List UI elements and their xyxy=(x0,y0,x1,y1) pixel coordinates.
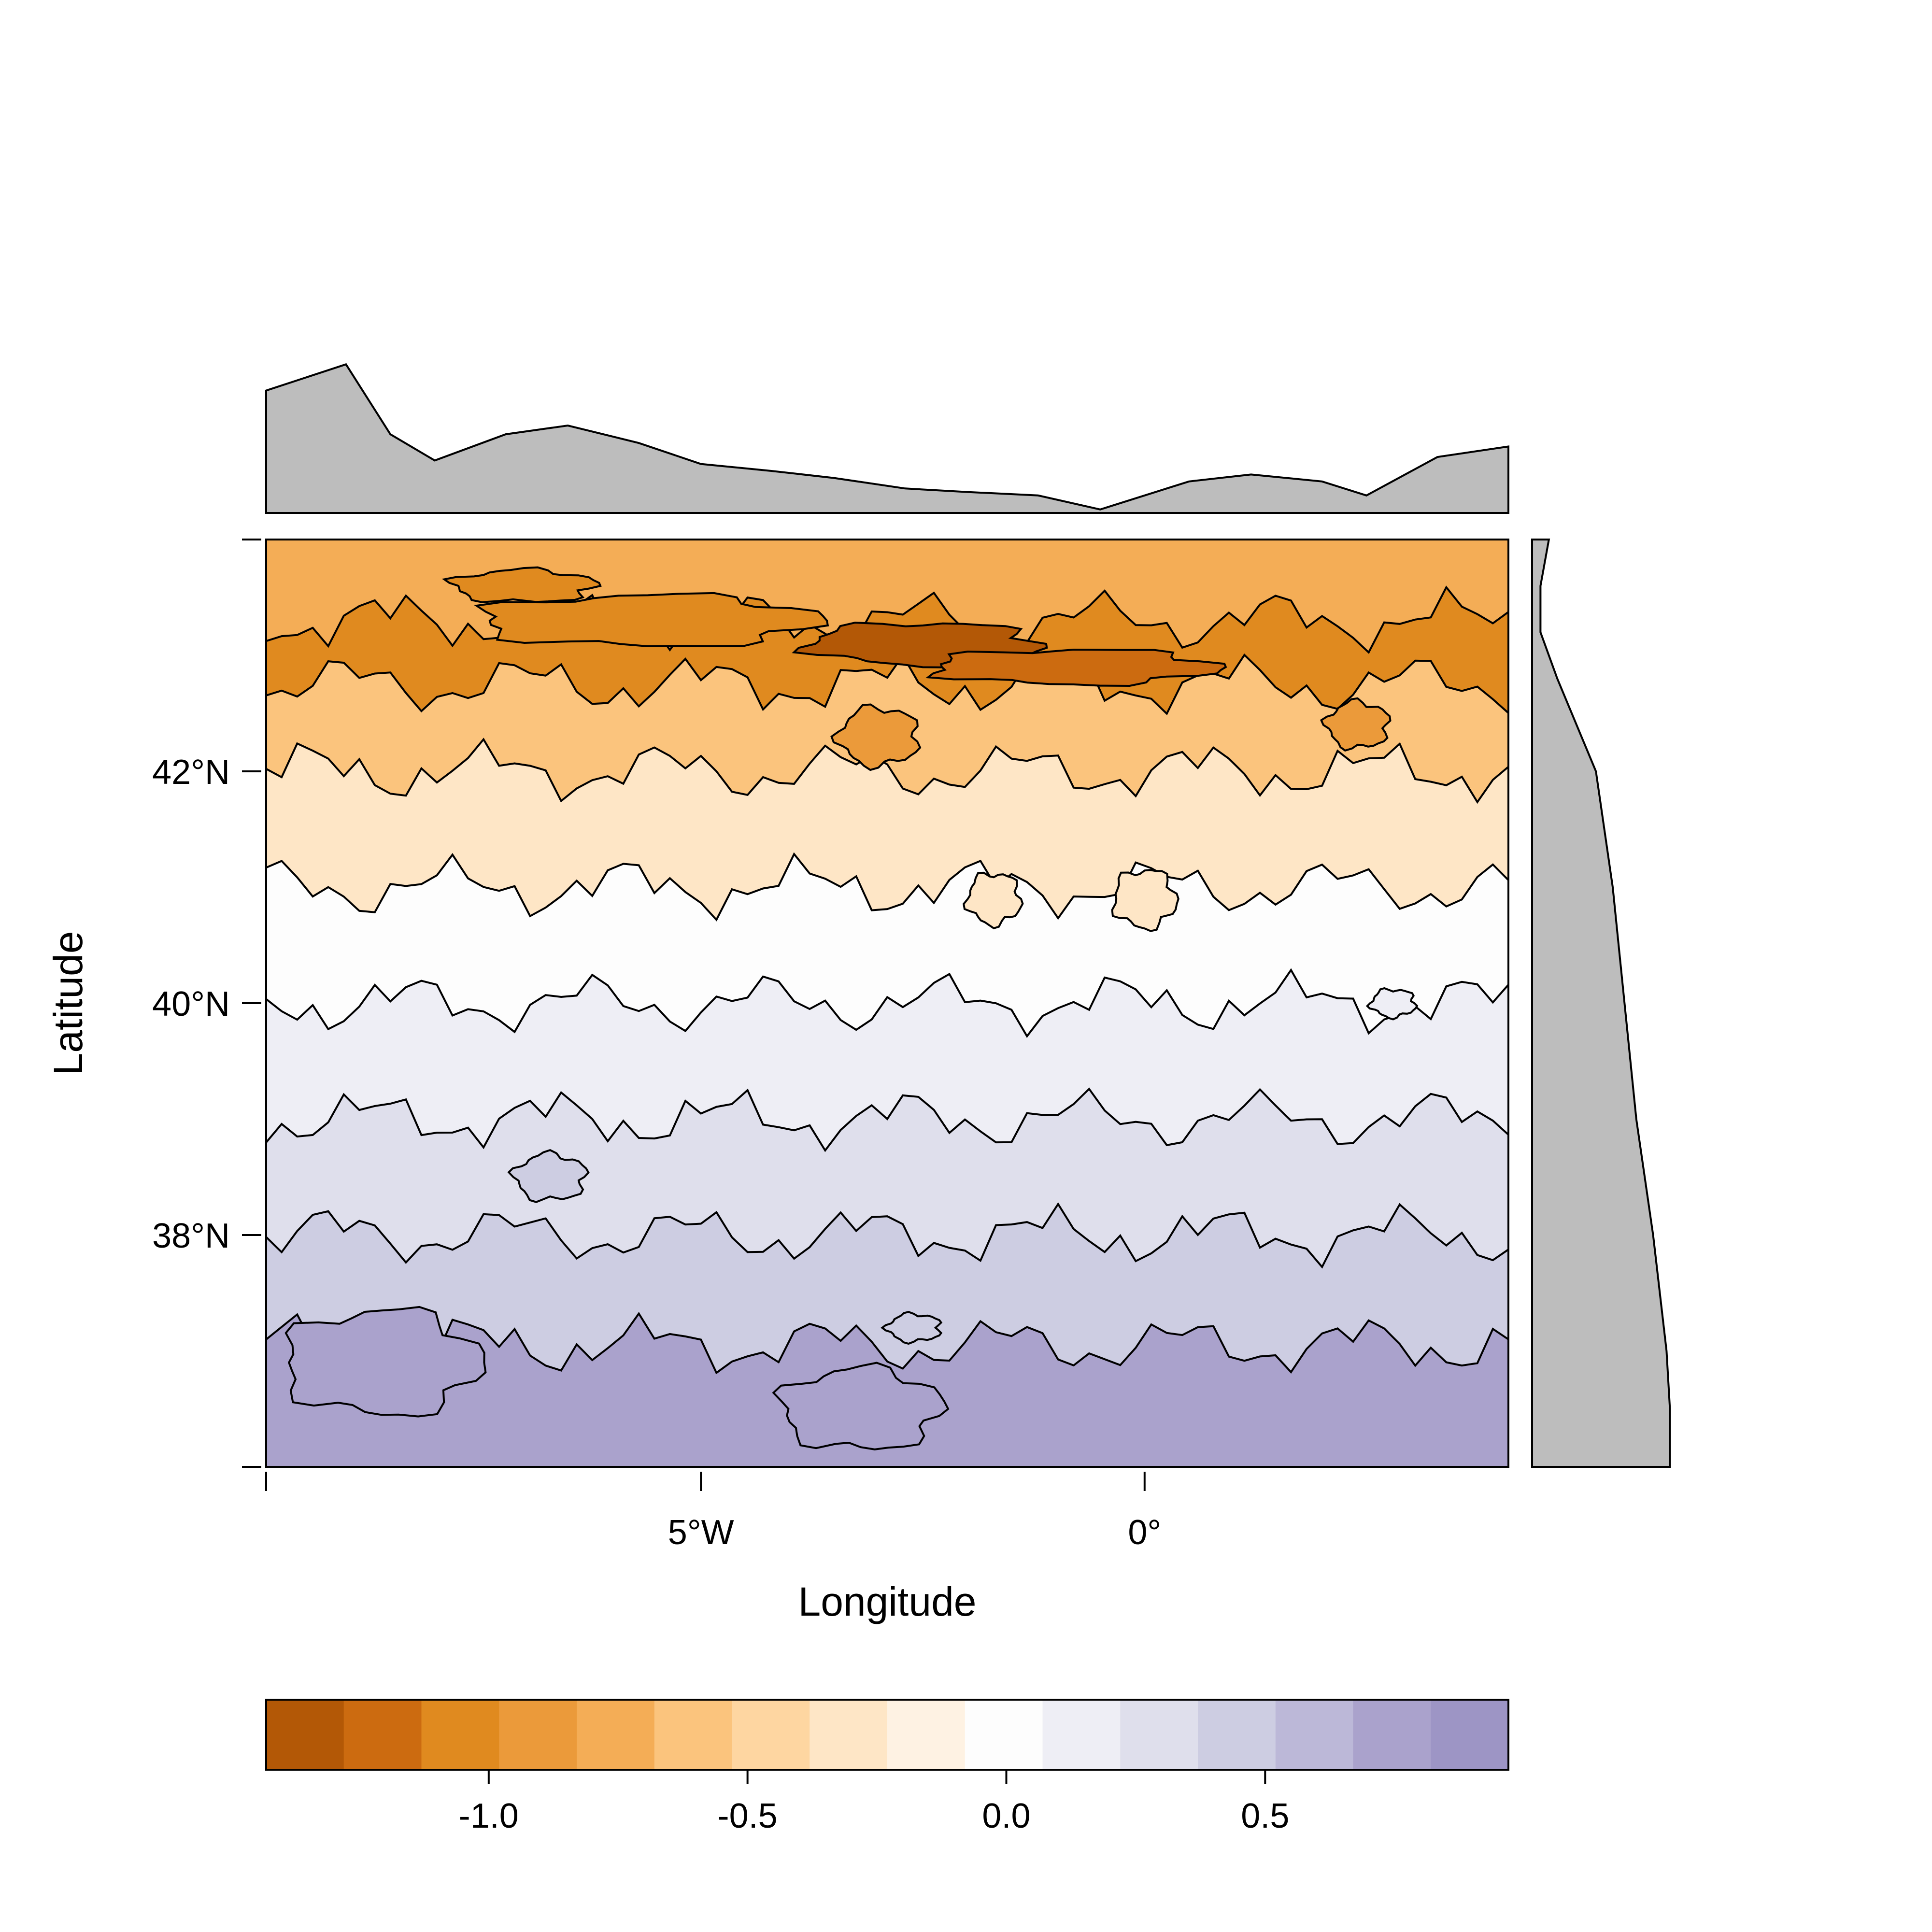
x-tick-label: 5°W xyxy=(668,1513,734,1552)
contour-patches xyxy=(284,566,1419,1450)
contour-patch xyxy=(1365,987,1419,1021)
colorbar: -1.0 -0.5 0.0 0.5 xyxy=(265,1699,1509,1835)
contour-patch xyxy=(441,566,602,603)
contour-patch xyxy=(881,1311,943,1345)
contour-band xyxy=(266,854,1508,1037)
contour-line xyxy=(266,1202,1508,1269)
colorbar-tick-label: -0.5 xyxy=(718,1797,778,1835)
top-marginal-area xyxy=(265,363,1509,514)
contour-line xyxy=(266,1311,1508,1381)
colorbar-cell xyxy=(1353,1700,1431,1770)
colorbar-cell xyxy=(732,1700,810,1770)
x-axis-title: Longitude xyxy=(798,1579,976,1624)
colorbar-tick-label: 0.0 xyxy=(982,1797,1030,1835)
colorbar-frame xyxy=(265,1699,1509,1771)
contour-band xyxy=(266,739,1508,920)
colorbar-cell xyxy=(266,1700,344,1770)
right-marginal-area xyxy=(1531,539,1671,1468)
filled-contour-bands xyxy=(266,540,1508,1467)
contour-line xyxy=(266,1087,1508,1152)
colorbar-ticks: -1.0 -0.5 0.0 0.5 xyxy=(459,1770,1289,1835)
contour-band xyxy=(266,1089,1508,1267)
y-axis: 38°N 40°N 42°N xyxy=(152,539,261,1468)
contour-line xyxy=(266,968,1508,1038)
contour-patch xyxy=(1320,697,1392,752)
contour-line xyxy=(266,738,1508,804)
top-marginal-panel xyxy=(265,363,1509,514)
colorbar-tick-label: -1.0 xyxy=(459,1797,519,1835)
colorbar-cell xyxy=(810,1700,888,1770)
x-tick-label: 0° xyxy=(1128,1513,1161,1552)
contour-patch xyxy=(963,871,1024,930)
y-tick-label: 42°N xyxy=(152,753,230,792)
contour-band xyxy=(266,540,1508,653)
colorbar-cells xyxy=(266,1700,1509,1770)
contour-line xyxy=(266,653,1508,715)
contour-patch xyxy=(925,648,1227,687)
colorbar-cell xyxy=(1275,1700,1354,1770)
contour-line xyxy=(266,852,1508,922)
colorbar-cell xyxy=(1431,1700,1509,1770)
colorbar-cell xyxy=(421,1700,500,1770)
colorbar-cell xyxy=(343,1700,422,1770)
colorbar-cell xyxy=(1120,1700,1198,1770)
contour-band xyxy=(266,1204,1508,1379)
contour-patch xyxy=(830,703,922,771)
colorbar-cell xyxy=(499,1700,577,1770)
colorbar-cell xyxy=(887,1700,966,1770)
colorbar-tick-label: 0.5 xyxy=(1241,1797,1289,1835)
y-tick-label: 38°N xyxy=(152,1217,230,1255)
y-axis-title: Latitude xyxy=(45,931,91,1076)
x-axis: 5°W 0° xyxy=(265,1472,1161,1552)
right-marginal-panel xyxy=(1531,539,1671,1468)
contour-patch xyxy=(1111,869,1179,932)
y-tick-label: 40°N xyxy=(152,985,230,1023)
colorbar-cell xyxy=(1198,1700,1276,1770)
contour-patch xyxy=(772,1362,950,1450)
contour-map-panel xyxy=(265,539,1509,1468)
colorbar-cell xyxy=(965,1700,1043,1770)
contour-patch xyxy=(507,1149,590,1203)
contour-patch xyxy=(284,1306,487,1418)
colorbar-cell xyxy=(577,1700,655,1770)
map-frame xyxy=(265,539,1509,1468)
contour-line xyxy=(266,585,1508,654)
contour-patch xyxy=(474,592,829,648)
colorbar-cell xyxy=(1042,1700,1121,1770)
colorbar-cell xyxy=(654,1700,733,1770)
